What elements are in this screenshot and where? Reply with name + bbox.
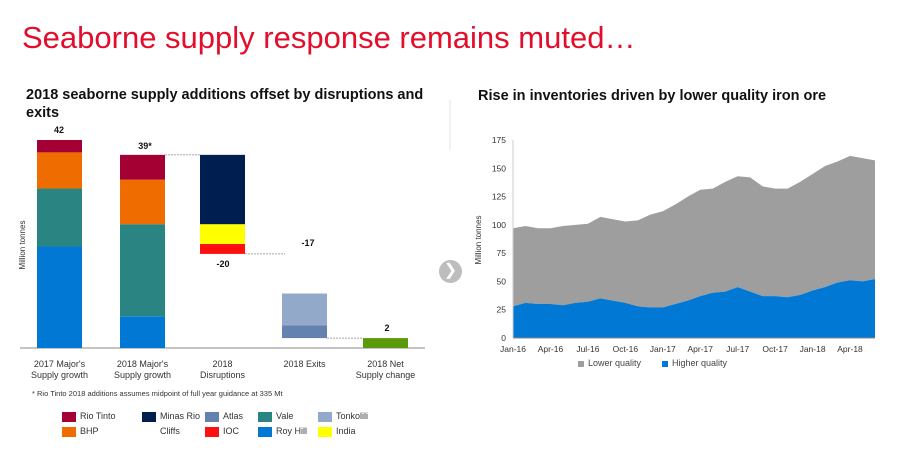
bar-segment-minas-rio	[200, 154, 245, 225]
category-label: Supply change	[356, 370, 416, 380]
category-label: Supply growth	[31, 370, 88, 380]
page-title: Seaborne supply response remains muted…	[22, 20, 636, 55]
bar-segment-bhp	[37, 152, 82, 189]
x-tick-label: Jan-16	[500, 344, 526, 354]
legend-swatch	[62, 411, 76, 422]
next-slide-button[interactable]: ❯	[439, 260, 462, 283]
legend-swatch	[258, 411, 272, 422]
legend-label: Minas Rio	[160, 411, 201, 421]
data-label: 2	[384, 323, 389, 333]
legend-label: IOC	[223, 426, 240, 436]
y-tick-label: 50	[497, 276, 507, 286]
data-label: -20	[216, 259, 229, 269]
x-tick-label: Oct-16	[613, 344, 639, 354]
category-label: Supply growth	[114, 370, 171, 380]
x-tick-label: Apr-18	[837, 344, 863, 354]
legend-swatch	[578, 360, 584, 367]
x-tick-label: Oct-17	[762, 344, 788, 354]
legend-swatch	[205, 426, 219, 437]
category-label: 2018 Exits	[283, 359, 326, 369]
x-tick-label: Apr-17	[687, 344, 713, 354]
category-label: 2018 Major's	[117, 359, 169, 369]
y-axis-label: Million tonnes	[474, 216, 483, 265]
legend-label: Cliffs	[160, 426, 180, 436]
bar-segment-vale	[120, 224, 165, 317]
legend-label: Higher quality	[672, 358, 728, 368]
category-label: 2018 Net	[367, 359, 404, 369]
bar-segment-roy-hill	[37, 246, 82, 348]
x-tick-label: Apr-16	[538, 344, 564, 354]
legend-item: Minas Rio	[142, 411, 200, 422]
bar-segment-rio-tinto	[120, 154, 165, 180]
legend-item: Atlas	[205, 411, 243, 422]
y-tick-label: 150	[492, 163, 506, 173]
category-label: Disruptions	[200, 370, 246, 380]
area-higher-quality	[513, 279, 875, 338]
y-axis-label: Million tonnes	[18, 221, 27, 270]
left-chart-title: 2018 seaborne supply additions offset by…	[26, 87, 424, 121]
x-tick-label: Jan-17	[650, 344, 676, 354]
x-tick-label: Jul-17	[726, 344, 749, 354]
legend-item: BHP	[62, 426, 99, 437]
data-label: 42	[54, 125, 64, 135]
y-tick-label: 175	[492, 135, 506, 145]
legend-label: Lower quality	[588, 358, 642, 368]
category-label: 2017 Major's	[34, 359, 86, 369]
y-tick-label: 25	[497, 305, 507, 315]
data-label: 39*	[138, 141, 152, 151]
category-label: 2018	[212, 359, 232, 369]
legend-item: Rio Tinto	[62, 411, 116, 422]
legend-label: Rio Tinto	[80, 411, 116, 421]
x-tick-label: Jan-18	[800, 344, 826, 354]
y-tick-label: 75	[497, 248, 507, 258]
bar-segment-roy-hill	[120, 316, 165, 348]
legend-label: India	[336, 426, 356, 436]
legend-label: Roy Hill	[276, 426, 308, 436]
bar-segment-india	[200, 224, 245, 244]
legend-swatch	[205, 411, 219, 422]
data-label: -17	[301, 238, 314, 248]
legend-label: Vale	[276, 411, 294, 421]
legend-swatch	[662, 360, 668, 367]
y-tick-label: 100	[492, 220, 506, 230]
legend-item: Roy Hill	[258, 426, 307, 437]
legend-item: IOC	[205, 426, 239, 437]
legend-swatch	[318, 411, 332, 422]
legend-item: Tonkolili	[318, 411, 368, 422]
legend-label: Atlas	[223, 411, 244, 421]
bar-segment-atlas	[282, 325, 327, 339]
bar-segment-net	[363, 338, 408, 348]
bar-segment-vale	[37, 188, 82, 247]
legend-higher-quality: Higher quality	[662, 358, 727, 368]
y-tick-label: 0	[501, 333, 506, 343]
y-tick-label: 125	[492, 192, 506, 202]
area-lower-quality	[513, 155, 875, 308]
legend-label: BHP	[80, 426, 99, 436]
footnote: * Rio Tinto 2018 additions assumes midpo…	[32, 389, 283, 398]
legend-item: India	[318, 426, 356, 437]
x-tick-label: Jul-16	[576, 344, 599, 354]
legend-swatch	[318, 426, 332, 437]
bar-segment-bhp	[120, 179, 165, 225]
bar-segment-tonkolili	[282, 293, 327, 326]
bar-segment-rio-tinto	[37, 140, 82, 153]
right-chart-title: Rise in inventories driven by lower qual…	[478, 88, 827, 104]
legend-lower-quality: Lower quality	[578, 358, 641, 368]
legend-swatch	[142, 411, 156, 422]
chevron-right-icon: ❯	[443, 262, 458, 279]
legend-swatch	[62, 426, 76, 437]
legend-label: Tonkolili	[336, 411, 369, 421]
legend-swatch	[258, 426, 272, 437]
legend-swatch	[142, 427, 156, 437]
legend-item: Vale	[258, 411, 293, 422]
bar-segment-ioc	[200, 244, 245, 254]
legend-item: Cliffs	[142, 426, 180, 437]
